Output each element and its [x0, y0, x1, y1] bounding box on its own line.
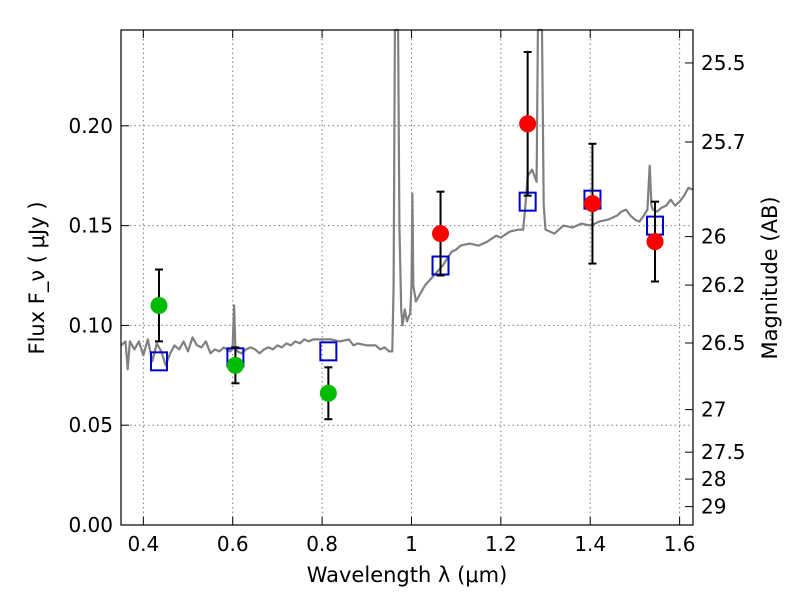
model-square-marker — [149, 351, 168, 372]
y-tick-label: 0.15 — [68, 214, 113, 238]
photometry-point — [226, 356, 244, 374]
magnitude-tick-label: 25.7 — [701, 130, 746, 154]
x-tick-label: 0.8 — [306, 532, 338, 556]
magnitude-tick-label: 29 — [701, 495, 726, 519]
x-tick-label: 0.4 — [127, 532, 159, 556]
x-tick-label: 1.6 — [664, 532, 696, 556]
photometry-point — [583, 195, 601, 213]
model-spectrum-line — [120, 28, 694, 371]
y-tick-label: 0.10 — [68, 313, 113, 337]
x-tick-label: 1 — [405, 532, 418, 556]
plot-frame — [120, 29, 694, 526]
y-tick-label: 0.00 — [68, 513, 113, 537]
x-tick-label: 1.2 — [485, 532, 517, 556]
photometry-point — [432, 225, 450, 243]
magnitude-tick-label: 25.5 — [701, 51, 746, 75]
y-axis-label-right: Magnitude (AB) — [758, 196, 782, 359]
model-square-marker — [319, 341, 338, 362]
y-tick-label: 0.05 — [68, 413, 113, 437]
magnitude-tick-label: 26.5 — [701, 331, 746, 355]
x-tick-label: 0.6 — [217, 532, 249, 556]
grid-lines — [121, 30, 693, 525]
y-axis-label-left: Flux F_ν ( μJy ) — [25, 201, 50, 354]
photometry-point — [519, 115, 537, 133]
data-points — [149, 50, 665, 421]
photometry-point — [150, 296, 168, 314]
magnitude-tick-label: 27.5 — [701, 440, 746, 464]
photometry-point — [319, 384, 337, 402]
x-axis-label: Wavelength λ (μm) — [307, 563, 508, 587]
model-spectrum — [120, 28, 694, 371]
axis-ticks: 0.4 0.6 0.8 1 1.2 1.4 1.6 0.00 0.05 0.10 0.15 0.20 2… — [68, 30, 746, 556]
photometry-point — [646, 233, 664, 251]
y-tick-label: 0.20 — [68, 114, 113, 138]
magnitude-tick-label: 26 — [701, 225, 726, 249]
magnitude-tick-label: 27 — [701, 398, 726, 422]
magnitude-tick-label: 28 — [701, 467, 726, 491]
x-tick-label: 1.4 — [574, 532, 606, 556]
magnitude-tick-label: 26.2 — [701, 273, 746, 297]
